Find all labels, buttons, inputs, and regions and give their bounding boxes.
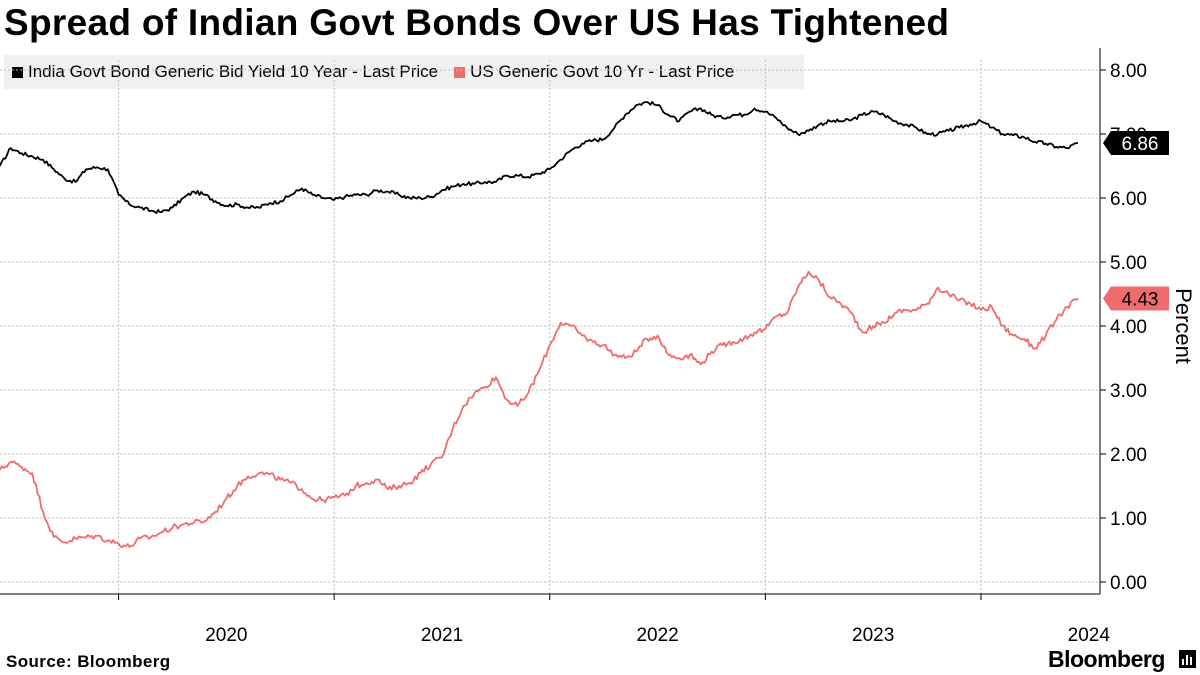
legend-item-india: India Govt Bond Generic Bid Yield 10 Yea… — [12, 62, 438, 82]
legend-item-us: US Generic Govt 10 Yr - Last Price — [454, 62, 734, 82]
last-value-tag-us — [1103, 286, 1169, 311]
last-value-tag-india — [1103, 130, 1169, 155]
bloomberg-logo: Bloomberg — [1048, 646, 1165, 672]
legend-label-us: US Generic Govt 10 Yr - Last Price — [470, 62, 735, 81]
x-tick-label: 2020 — [205, 625, 247, 646]
y-tick-label: 0.00 — [1110, 573, 1147, 594]
y-axis-label: Percent — [1171, 288, 1196, 364]
y-tick-label: 2.00 — [1110, 445, 1147, 466]
last-value-label-us: 4.43 — [1122, 289, 1159, 310]
x-tick-label: 2022 — [636, 625, 678, 646]
series-line-us — [0, 270, 1079, 549]
legend-swatch-us — [454, 66, 466, 78]
y-tick-label: 8.00 — [1110, 61, 1147, 82]
x-tick-label: 2024 — [1068, 625, 1111, 646]
y-tick-label: 6.00 — [1110, 189, 1147, 210]
chart-title: Spread of Indian Govt Bonds Over US Has … — [4, 2, 950, 43]
bloomberg-logo-icon — [1179, 650, 1196, 668]
source-note: Source: Bloomberg — [6, 652, 171, 671]
legend-swatch-india — [12, 66, 23, 78]
series-line-india — [0, 101, 1079, 215]
x-tick-label: 2021 — [421, 625, 463, 646]
x-tick-label: 2023 — [852, 625, 894, 646]
last-value-label-india: 6.86 — [1122, 134, 1159, 155]
legend: India Govt Bond Generic Bid Yield 10 Yea… — [4, 55, 804, 89]
y-tick-label: 3.00 — [1110, 381, 1147, 402]
y-tick-label: 5.00 — [1110, 253, 1147, 274]
legend-label-india: India Govt Bond Generic Bid Yield 10 Yea… — [28, 62, 439, 81]
y-tick-label: 1.00 — [1110, 509, 1147, 530]
y-tick-label: 4.00 — [1110, 317, 1147, 338]
